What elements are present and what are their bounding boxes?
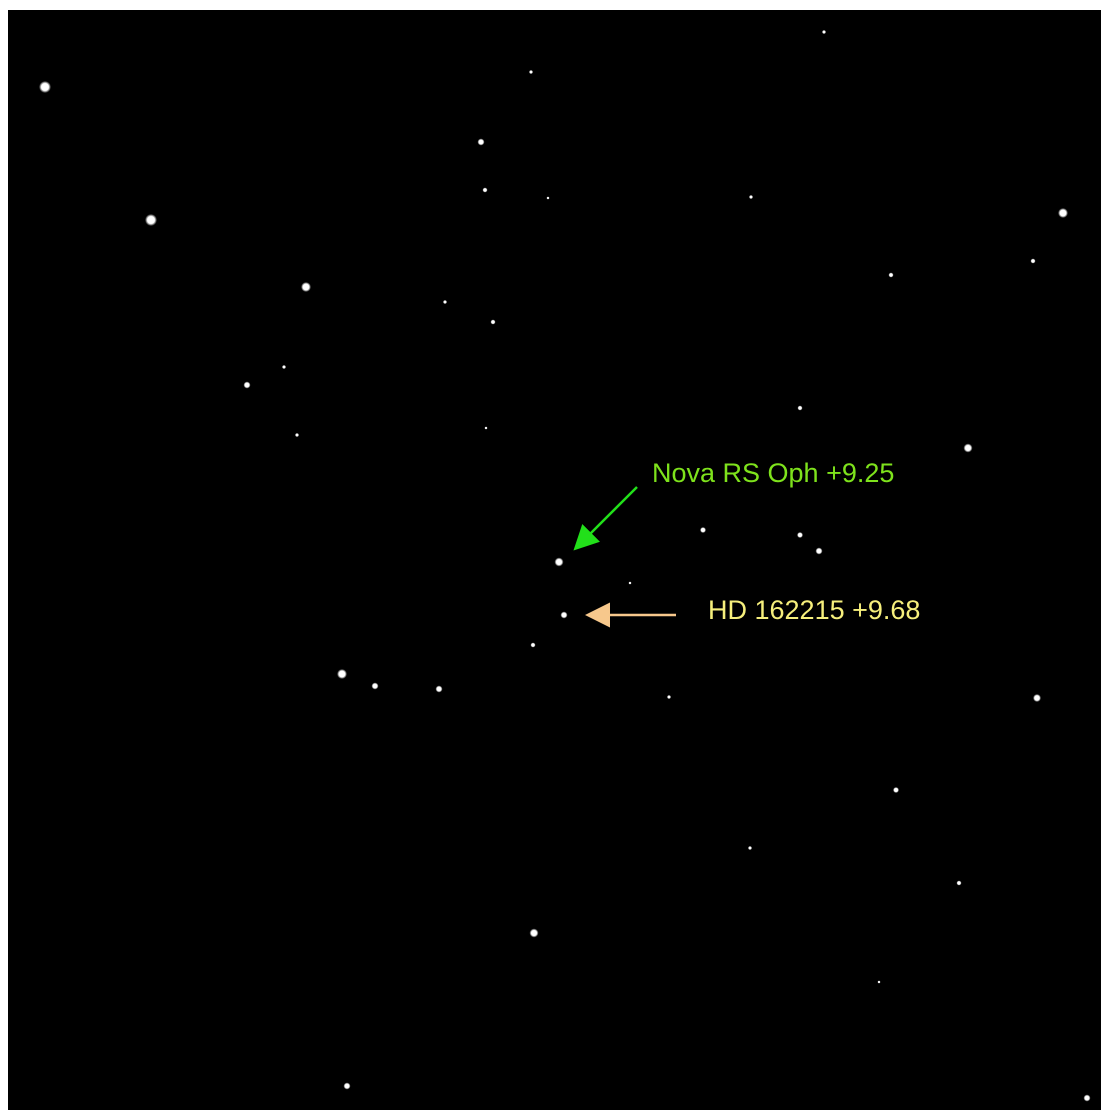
sky [8, 10, 1101, 1110]
nova-label: Nova RS Oph +9.25 [652, 458, 894, 488]
reference-label: HD 162215 +9.68 [708, 595, 920, 625]
page: {"annotations": [{"label": "Nova RS Oph … [0, 0, 1101, 1110]
star-field: Nova RS Oph +9.25 HD 162215 +9.68 [0, 0, 1101, 1110]
